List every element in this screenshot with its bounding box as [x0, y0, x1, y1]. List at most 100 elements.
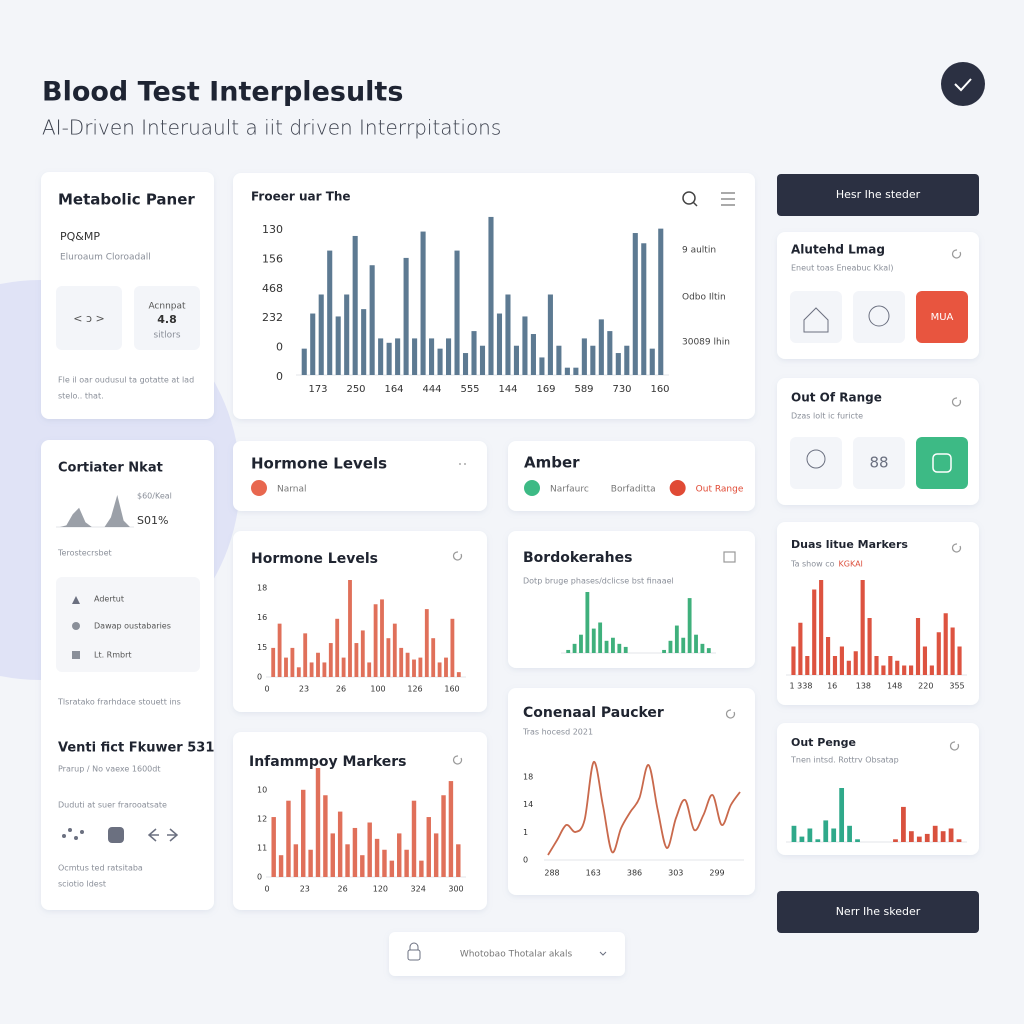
button-label: Nerr Ihe skeder [836, 905, 921, 918]
label: sitlors [153, 331, 180, 341]
tile[interactable] [790, 437, 842, 489]
list-item: Adertut [94, 595, 124, 604]
bar [668, 640, 673, 653]
chart-title: Hormone Levels [251, 551, 378, 567]
x-tick-label: 164 [384, 384, 403, 395]
bar [405, 652, 410, 677]
chart-title: Froeer uar The [251, 190, 351, 204]
bar [566, 649, 571, 653]
bar [352, 235, 358, 375]
icon [803, 307, 829, 333]
y-tick-label: 18 [257, 584, 267, 593]
bar [386, 638, 391, 677]
x-tick-label: 16 [827, 682, 837, 691]
chart-title: Bordokerahes [523, 550, 632, 566]
bar [462, 353, 469, 375]
y-tick-label: 11 [257, 844, 267, 853]
bar [623, 646, 628, 653]
tile[interactable] [134, 286, 200, 350]
bar [940, 831, 946, 842]
bar [611, 637, 615, 653]
bar [513, 345, 519, 375]
tile[interactable] [853, 291, 905, 343]
bar [539, 357, 545, 375]
card-title: Metabolic Paner [58, 191, 195, 209]
button-label: Hesr Ihe steder [836, 188, 921, 201]
bar [662, 649, 666, 653]
bar [581, 338, 587, 375]
caret [599, 951, 607, 956]
button[interactable] [777, 174, 979, 216]
bar [301, 348, 307, 375]
search-icon[interactable] [682, 191, 696, 205]
bar [948, 828, 954, 842]
button[interactable] [777, 891, 979, 933]
bar [373, 604, 378, 677]
bar [277, 623, 282, 677]
menu-icon[interactable] [721, 192, 735, 206]
tile[interactable] [853, 437, 905, 489]
bar [335, 618, 340, 677]
page-subtitle: AI-Driven Interuault a iit driven Interr… [42, 116, 501, 140]
tile[interactable] [56, 286, 122, 350]
pill[interactable] [389, 932, 625, 976]
bar [382, 849, 387, 877]
bar [303, 633, 308, 677]
bar [348, 580, 352, 677]
search-icon [692, 201, 698, 207]
x-tick-label: 303 [668, 869, 683, 878]
bar [290, 647, 295, 677]
bar [624, 345, 630, 375]
tile[interactable] [790, 291, 842, 343]
x-tick-label: 288 [544, 869, 559, 878]
label: stelo.. that. [58, 392, 104, 401]
legend-label: Narfaurc [550, 485, 589, 495]
label: Acnnpat [148, 302, 186, 312]
bar [399, 647, 404, 677]
label: 4.8 [157, 313, 177, 326]
label: Dotp bruge phases/dclicse bst finaael [523, 577, 674, 586]
bar [556, 345, 562, 375]
x-tick-label: 26 [338, 885, 348, 894]
bar [888, 656, 893, 675]
y-tick-label: 0 [523, 856, 528, 865]
check-icon [954, 78, 972, 92]
check-button[interactable] [941, 62, 985, 106]
arrows[interactable] [147, 828, 179, 842]
bar [700, 643, 705, 653]
bar [284, 657, 288, 677]
bar [812, 589, 817, 675]
y-tick-label: 0 [257, 873, 262, 882]
card-title: Amber [524, 454, 580, 472]
card [41, 172, 214, 419]
side-label: Odbo Iltin [682, 293, 726, 303]
icon-row [62, 827, 124, 843]
bar [322, 662, 327, 677]
bar [419, 860, 424, 877]
bar [929, 665, 934, 675]
y-tick-label: 468 [262, 282, 283, 295]
bar [395, 338, 401, 375]
bar [908, 831, 914, 842]
label: Tnen intsd. Rottrv Obsatap [790, 756, 899, 765]
tile[interactable] [916, 291, 968, 343]
legend-dot [251, 480, 267, 496]
label: sciotio ldest [58, 880, 106, 889]
bar [444, 657, 448, 677]
bar [916, 836, 922, 842]
bar [799, 836, 805, 842]
bar [367, 822, 372, 877]
legend-dot [524, 480, 540, 496]
bar [591, 628, 596, 653]
bar [315, 768, 321, 877]
x-tick-label: 173 [308, 384, 327, 395]
bar [839, 646, 844, 675]
bar [547, 294, 553, 375]
tile[interactable] [916, 437, 968, 489]
label: PQ&MP [60, 230, 100, 243]
bar [798, 622, 803, 675]
legend-label: Out Range [696, 485, 744, 495]
bar [632, 233, 638, 375]
lock-icon [407, 949, 421, 961]
label: $60/Keal [137, 492, 172, 501]
